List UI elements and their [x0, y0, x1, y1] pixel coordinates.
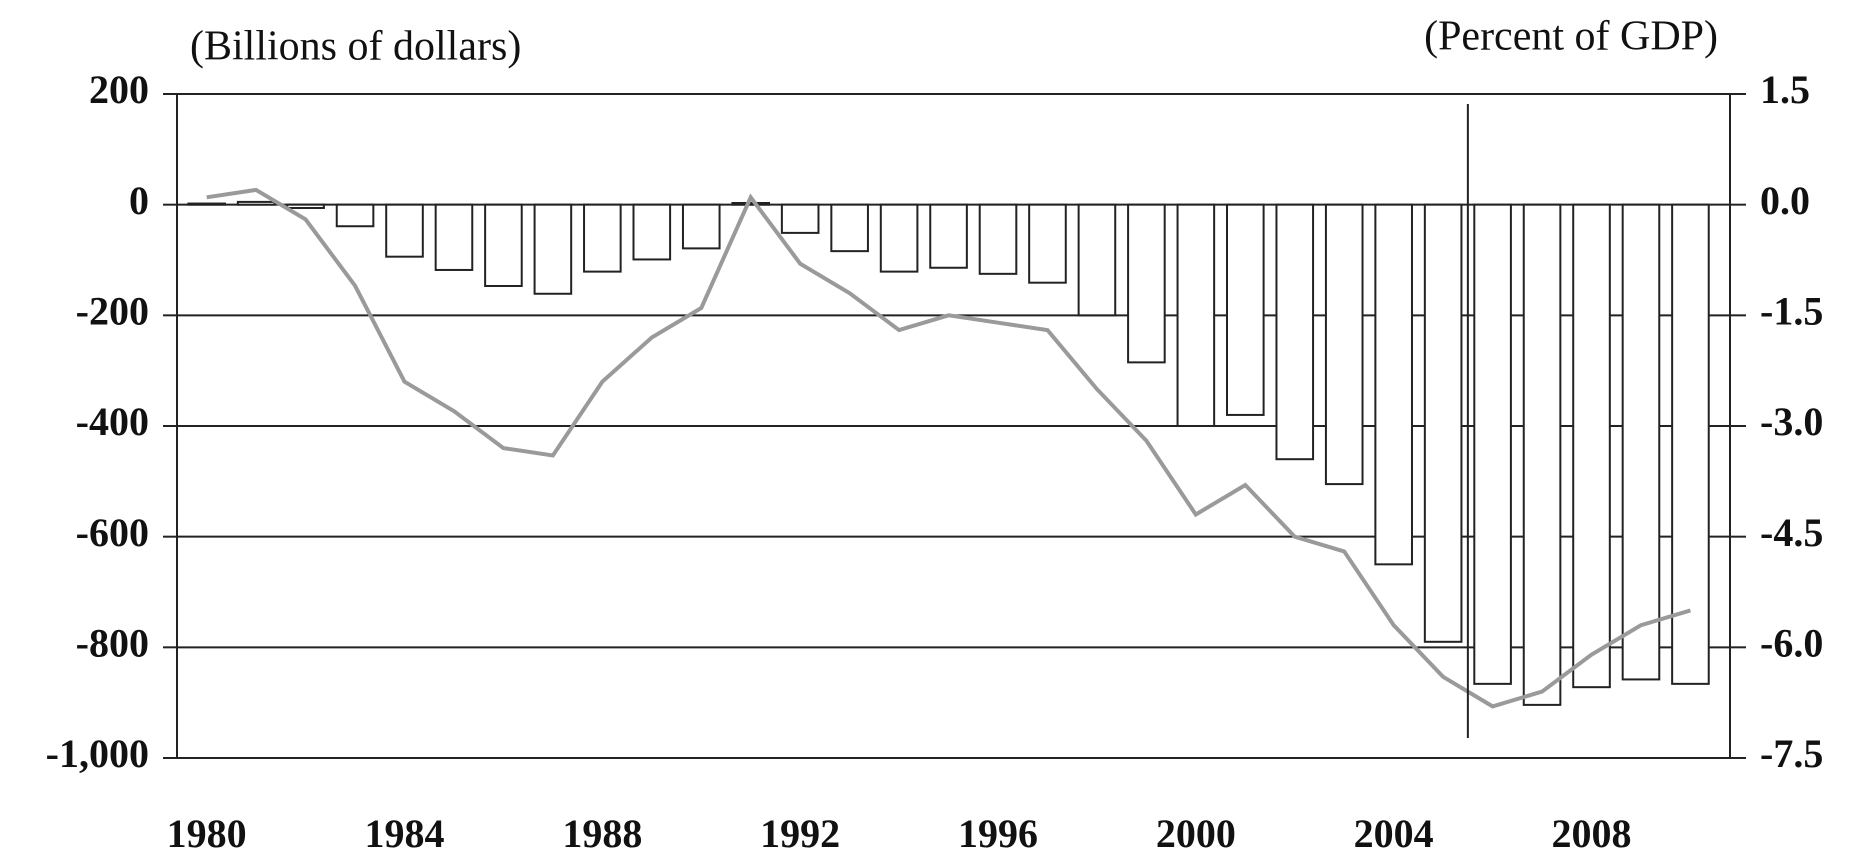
y2-tick-label: -1.5	[1760, 289, 1823, 334]
bar	[1077, 203, 1117, 317]
x-tick-label: 1992	[760, 811, 840, 856]
y-tick-label: 200	[89, 67, 149, 112]
y-tick-label: -800	[76, 621, 149, 666]
y2-axis-title: (Percent of GDP)	[1424, 14, 1718, 60]
y2-tick-label: -4.5	[1760, 510, 1823, 555]
x-tick-label: 1984	[365, 811, 445, 856]
bar	[879, 203, 919, 273]
bar	[780, 203, 820, 234]
bar	[1621, 203, 1661, 681]
bar	[731, 202, 771, 206]
y-tick-label: -400	[76, 399, 149, 444]
bar	[583, 203, 622, 273]
bar	[187, 202, 226, 206]
bar	[533, 203, 573, 295]
y-tick-label: -600	[76, 510, 149, 555]
x-tick-label: 2000	[1156, 811, 1236, 856]
bar	[484, 203, 523, 288]
bar	[681, 203, 721, 250]
x-tick-label: 2008	[1552, 811, 1632, 856]
bar	[335, 203, 375, 228]
y-axis-title: (Billions of dollars)	[190, 24, 521, 70]
bar	[1275, 203, 1315, 461]
bar	[385, 203, 424, 258]
x-tick-label: 2004	[1354, 811, 1434, 856]
bar	[929, 203, 968, 269]
bar	[1473, 203, 1512, 685]
bar	[1671, 203, 1710, 685]
bar	[236, 200, 276, 206]
bar	[286, 203, 325, 209]
y-tick-label: -200	[76, 289, 149, 334]
bar	[1522, 203, 1562, 706]
y-tick-label: -1,000	[46, 731, 149, 776]
bar	[1226, 203, 1265, 416]
y2-tick-label: -3.0	[1760, 399, 1823, 444]
bar	[632, 203, 672, 261]
x-tick-label: 1980	[167, 811, 247, 856]
bar	[1176, 203, 1216, 427]
bar	[978, 203, 1018, 275]
y2-tick-label: -7.5	[1760, 731, 1823, 776]
bar	[1324, 203, 1364, 486]
x-tick-label: 1996	[958, 811, 1038, 856]
x-tick-label: 1988	[562, 811, 642, 856]
y2-tick-label: 1.5	[1760, 67, 1810, 112]
bar	[1028, 203, 1067, 284]
line	[206, 187, 1691, 709]
bar	[830, 203, 869, 253]
y2-tick-label: 0.0	[1760, 178, 1810, 223]
y-tick-label: 0	[129, 178, 149, 223]
bar	[1127, 203, 1166, 364]
bar	[434, 203, 474, 271]
bar	[1423, 203, 1463, 643]
y2-tick-label: -6.0	[1760, 621, 1823, 666]
bar	[1374, 203, 1413, 566]
bar	[1572, 203, 1611, 689]
